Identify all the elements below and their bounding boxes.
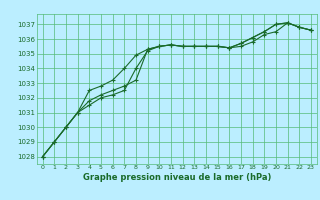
X-axis label: Graphe pression niveau de la mer (hPa): Graphe pression niveau de la mer (hPa) xyxy=(83,173,271,182)
